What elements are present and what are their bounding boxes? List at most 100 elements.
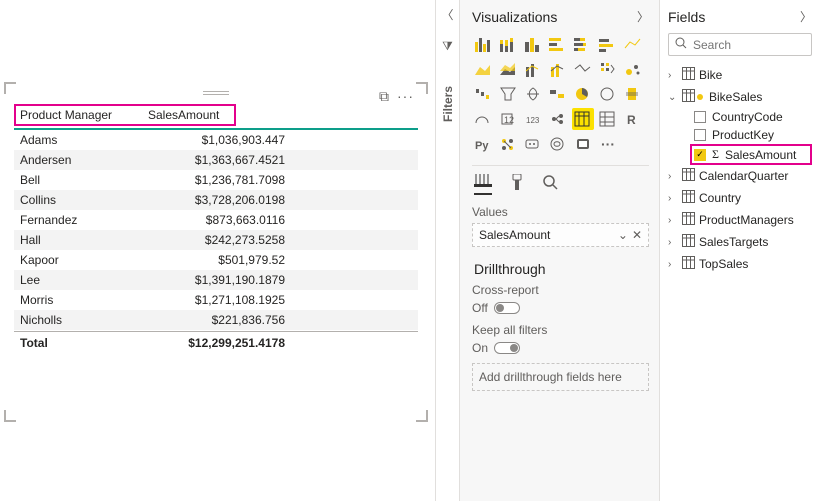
drillthrough-drop-area[interactable]: Add drillthrough fields here <box>472 363 649 391</box>
more-visuals-icon[interactable]: ··· <box>597 133 619 155</box>
visual-type-icon[interactable] <box>522 83 544 105</box>
visual-type-icon[interactable] <box>622 33 644 55</box>
table-row[interactable]: Morris$1,271,108.1925 <box>14 290 418 310</box>
visual-type-icon[interactable]: 12 <box>497 108 519 130</box>
table-row[interactable]: Bell$1,236,781.7098 <box>14 170 418 190</box>
visual-type-icon[interactable] <box>547 58 569 80</box>
column-header[interactable]: SalesAmount <box>148 108 219 122</box>
table-row[interactable]: Hall$242,273.5258 <box>14 230 418 250</box>
visual-type-icon[interactable] <box>572 133 594 155</box>
table-node[interactable]: ›SalesTargets <box>668 231 812 253</box>
visual-type-icon[interactable] <box>497 33 519 55</box>
search-input[interactable] <box>693 38 805 52</box>
field-item[interactable]: ✓ΣSalesAmount <box>690 144 812 165</box>
values-field-well[interactable]: SalesAmount ⌄ ✕ <box>472 223 649 247</box>
visual-type-icon[interactable] <box>472 33 494 55</box>
cell-name: Hall <box>20 233 150 247</box>
table-node[interactable]: ›Bike <box>668 64 812 86</box>
table-row[interactable]: Adams$1,036,903.447 <box>14 130 418 150</box>
field-name: SalesAmount <box>725 148 796 162</box>
table-node[interactable]: ›ProductManagers <box>668 209 812 231</box>
keep-filters-state: On <box>472 341 488 355</box>
field-checkbox[interactable] <box>694 129 706 141</box>
field-item[interactable]: ProductKey <box>694 126 812 144</box>
more-options-icon[interactable]: ··· <box>397 88 414 105</box>
table-node[interactable]: ›Country <box>668 187 812 209</box>
field-checkbox[interactable]: ✓ <box>694 149 706 161</box>
field-name: ProductKey <box>712 128 774 142</box>
field-item[interactable]: CountryCode <box>694 108 812 126</box>
visual-type-icon[interactable] <box>622 58 644 80</box>
table-node[interactable]: ⌄BikeSales <box>668 86 812 108</box>
remove-field-icon[interactable]: ✕ <box>632 228 642 242</box>
visual-type-icon[interactable] <box>597 108 619 130</box>
table-name: TopSales <box>699 257 748 271</box>
visual-type-icon[interactable] <box>547 83 569 105</box>
visual-type-icon[interactable]: Py <box>472 133 494 155</box>
visual-type-icon[interactable] <box>472 83 494 105</box>
visual-type-icon[interactable] <box>597 58 619 80</box>
visual-type-icon[interactable] <box>497 83 519 105</box>
visual-type-icon[interactable] <box>547 108 569 130</box>
table-row[interactable]: Andersen$1,363,667.4521 <box>14 150 418 170</box>
cross-report-toggle[interactable] <box>494 302 520 314</box>
fields-search[interactable] <box>668 33 812 56</box>
visual-type-icon[interactable] <box>497 58 519 80</box>
visualizations-pane: Visualizations 〉 12123RPy··· Values Sale… <box>459 0 659 501</box>
resize-handle-tl[interactable] <box>4 82 16 94</box>
table-icon <box>682 256 695 272</box>
visual-type-icon[interactable] <box>522 58 544 80</box>
visual-type-icon[interactable] <box>572 83 594 105</box>
visual-type-icon[interactable]: R <box>622 108 644 130</box>
table-visual[interactable]: ⧉ ··· Product Manager SalesAmount Adams$… <box>4 82 428 422</box>
active-dot-icon <box>697 94 703 100</box>
visual-type-icon[interactable]: 123 <box>522 108 544 130</box>
table-node[interactable]: ›CalendarQuarter <box>668 165 812 187</box>
caret-right-icon: › <box>668 259 678 270</box>
format-tab-icon[interactable] <box>510 174 524 195</box>
collapse-pane-icon[interactable]: 〉 <box>800 8 812 25</box>
visual-type-icon[interactable] <box>472 108 494 130</box>
table-row[interactable]: Fernandez$873,663.0116 <box>14 210 418 230</box>
resize-handle-br[interactable] <box>416 410 428 422</box>
filters-pane-collapsed[interactable]: 〈 ⧩ Filters <box>435 0 459 501</box>
expand-filters-icon[interactable]: 〈 <box>441 6 453 23</box>
visual-type-icon[interactable] <box>547 33 569 55</box>
visual-type-icon[interactable] <box>597 33 619 55</box>
table-row[interactable]: Collins$3,728,206.0198 <box>14 190 418 210</box>
column-header[interactable]: Product Manager <box>20 108 148 122</box>
visual-type-table-selected[interactable] <box>572 108 594 130</box>
visual-type-icon[interactable] <box>472 58 494 80</box>
total-value: $12,299,251.4178 <box>150 336 285 350</box>
cell-name: Andersen <box>20 153 150 167</box>
visual-type-icon[interactable] <box>522 133 544 155</box>
field-name: CountryCode <box>712 110 783 124</box>
collapse-pane-icon[interactable]: 〉 <box>637 8 649 25</box>
caret-down-icon: ⌄ <box>668 92 678 103</box>
visual-type-icon[interactable] <box>622 83 644 105</box>
resize-handle-tr[interactable] <box>416 82 428 94</box>
keep-filters-toggle[interactable] <box>494 342 520 354</box>
visual-type-icon[interactable] <box>497 133 519 155</box>
table-node[interactable]: › TopSales <box>668 253 812 275</box>
field-menu-icon[interactable]: ⌄ <box>618 228 628 242</box>
copy-icon[interactable]: ⧉ <box>379 88 389 105</box>
table-icon <box>682 168 695 184</box>
table-row[interactable]: Kapoor$501,979.52 <box>14 250 418 270</box>
cross-report-label: Cross-report <box>472 283 649 297</box>
cell-name: Collins <box>20 193 150 207</box>
fields-tab-icon[interactable] <box>474 174 492 195</box>
visual-type-icon[interactable] <box>522 33 544 55</box>
resize-handle-bl[interactable] <box>4 410 16 422</box>
table-row[interactable]: Lee$1,391,190.1879 <box>14 270 418 290</box>
visual-type-icon[interactable] <box>572 33 594 55</box>
drag-handle-icon[interactable] <box>203 91 229 96</box>
analytics-tab-icon[interactable] <box>542 174 558 195</box>
table-icon <box>682 190 695 206</box>
visual-type-icon[interactable] <box>597 83 619 105</box>
visual-type-icon[interactable] <box>547 133 569 155</box>
cross-report-state: Off <box>472 301 488 315</box>
visual-type-icon[interactable] <box>572 58 594 80</box>
field-checkbox[interactable] <box>694 111 706 123</box>
table-row[interactable]: Nicholls$221,836.756 <box>14 310 418 330</box>
